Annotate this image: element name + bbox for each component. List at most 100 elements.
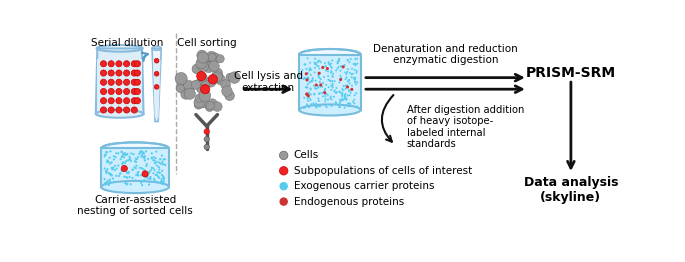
Circle shape — [347, 71, 349, 73]
Circle shape — [144, 159, 146, 162]
Circle shape — [306, 77, 308, 79]
Circle shape — [137, 156, 139, 158]
Circle shape — [319, 60, 321, 62]
Circle shape — [134, 70, 140, 76]
Circle shape — [123, 156, 125, 158]
Circle shape — [318, 105, 320, 107]
Circle shape — [151, 152, 153, 154]
Circle shape — [332, 85, 334, 86]
Circle shape — [142, 180, 144, 182]
Circle shape — [162, 179, 164, 181]
Circle shape — [154, 85, 159, 89]
Circle shape — [123, 167, 125, 170]
Circle shape — [317, 85, 319, 87]
Circle shape — [153, 179, 155, 182]
Circle shape — [145, 150, 147, 152]
Circle shape — [162, 175, 164, 177]
Text: Endogenous proteins: Endogenous proteins — [294, 196, 404, 207]
Circle shape — [147, 158, 149, 160]
Circle shape — [332, 80, 334, 82]
Circle shape — [123, 152, 126, 154]
Circle shape — [152, 172, 155, 174]
Circle shape — [304, 63, 306, 66]
Circle shape — [136, 165, 138, 167]
Circle shape — [142, 153, 145, 155]
Circle shape — [132, 153, 134, 155]
Circle shape — [332, 83, 334, 85]
Circle shape — [319, 106, 321, 107]
Circle shape — [147, 177, 149, 179]
Circle shape — [345, 93, 347, 95]
Circle shape — [132, 88, 138, 95]
Circle shape — [349, 92, 351, 94]
Ellipse shape — [96, 110, 144, 118]
Circle shape — [127, 159, 129, 161]
Circle shape — [334, 91, 336, 93]
Circle shape — [346, 85, 349, 89]
Circle shape — [117, 165, 119, 167]
Circle shape — [129, 158, 132, 160]
Circle shape — [338, 66, 340, 68]
Circle shape — [307, 94, 310, 97]
Circle shape — [345, 88, 347, 90]
Circle shape — [163, 163, 165, 166]
Circle shape — [156, 174, 158, 176]
Circle shape — [317, 87, 319, 89]
Circle shape — [140, 156, 142, 158]
Circle shape — [309, 68, 311, 70]
Circle shape — [315, 63, 317, 65]
Circle shape — [324, 89, 326, 91]
Circle shape — [155, 157, 157, 159]
Circle shape — [348, 105, 350, 107]
Circle shape — [148, 181, 150, 183]
Circle shape — [151, 167, 153, 169]
Circle shape — [142, 180, 145, 182]
Circle shape — [136, 158, 138, 160]
Circle shape — [161, 161, 164, 163]
Circle shape — [202, 55, 212, 65]
Circle shape — [307, 72, 309, 74]
Ellipse shape — [101, 181, 169, 193]
Circle shape — [346, 85, 348, 87]
Circle shape — [351, 76, 353, 78]
Circle shape — [325, 93, 327, 95]
Circle shape — [112, 167, 114, 169]
Circle shape — [327, 94, 329, 96]
Circle shape — [310, 69, 312, 71]
Circle shape — [301, 69, 303, 71]
Circle shape — [176, 84, 184, 92]
Circle shape — [121, 151, 123, 153]
Circle shape — [144, 170, 146, 172]
Circle shape — [332, 76, 334, 78]
Circle shape — [143, 156, 145, 158]
Circle shape — [136, 172, 138, 174]
Circle shape — [327, 99, 329, 101]
Circle shape — [310, 89, 312, 90]
Circle shape — [306, 86, 308, 89]
Circle shape — [340, 77, 342, 79]
Circle shape — [341, 95, 343, 97]
Circle shape — [310, 88, 312, 89]
Circle shape — [113, 155, 115, 157]
Circle shape — [140, 167, 143, 169]
Circle shape — [318, 100, 320, 102]
Circle shape — [109, 179, 111, 181]
Circle shape — [156, 171, 158, 173]
Circle shape — [149, 176, 151, 178]
Circle shape — [339, 70, 341, 72]
Circle shape — [338, 106, 340, 108]
Circle shape — [151, 157, 153, 159]
Circle shape — [129, 183, 132, 185]
Circle shape — [308, 67, 310, 69]
Circle shape — [159, 172, 161, 174]
Circle shape — [307, 76, 309, 78]
Circle shape — [197, 84, 205, 94]
Circle shape — [154, 72, 159, 76]
Circle shape — [331, 67, 333, 69]
Bar — [101, 149, 169, 187]
Circle shape — [148, 172, 150, 174]
Circle shape — [108, 98, 114, 104]
Circle shape — [306, 86, 308, 89]
Circle shape — [347, 80, 349, 82]
Circle shape — [105, 183, 107, 185]
